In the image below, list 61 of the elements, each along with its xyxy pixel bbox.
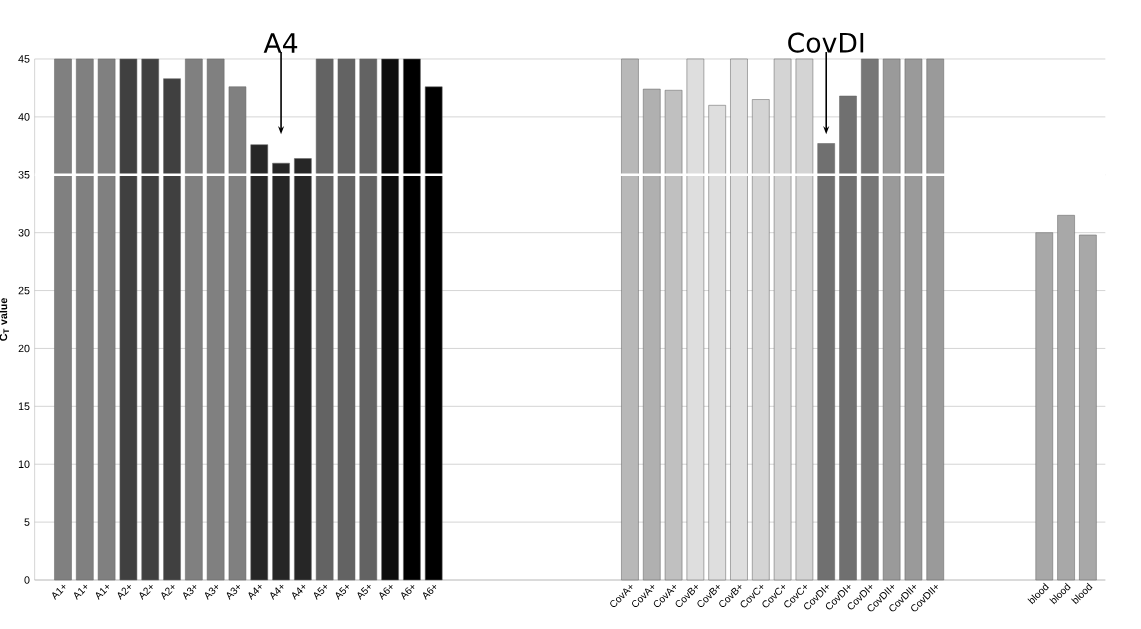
y-tick-label: 20 [18, 344, 30, 353]
bar [403, 58, 421, 581]
bar [206, 58, 225, 581]
bar [97, 58, 116, 581]
x-tick-label: A3+ [226, 584, 240, 600]
x-tick-label: A3+ [183, 584, 197, 600]
bar [315, 58, 334, 581]
x-tick-label: A4+ [270, 584, 284, 600]
x-tick-label: A2+ [161, 584, 175, 600]
x-tick-label: A6+ [379, 584, 393, 600]
y-axis-title: C$_{T}$ value [0, 298, 9, 341]
bar [359, 58, 378, 581]
x-tick-label: A3+ [204, 584, 219, 600]
bar [686, 58, 705, 581]
bar [250, 144, 269, 581]
y-tick-label: 0 [24, 576, 30, 584]
text: A4 [263, 33, 298, 53]
bar [228, 86, 247, 581]
bar [163, 78, 181, 581]
x-tick-label: A1+ [95, 584, 110, 600]
x-tick-label: A1+ [74, 584, 88, 600]
bar [926, 58, 945, 581]
bar [294, 158, 312, 581]
bar [839, 95, 857, 581]
bar [141, 58, 159, 581]
x-tick-label: A6+ [401, 584, 415, 600]
x-tick-label: A4+ [248, 584, 262, 600]
bar [882, 58, 901, 581]
bar [54, 58, 72, 581]
bar [708, 105, 726, 581]
y-tick-label: 45 [18, 55, 30, 63]
x-tick-label: A1+ [52, 584, 66, 600]
bar [795, 58, 814, 581]
bar [861, 58, 879, 581]
bar [730, 58, 748, 581]
bar [381, 58, 399, 581]
bar [337, 58, 356, 581]
bar [185, 58, 203, 581]
y-tick-label: 5 [24, 518, 30, 526]
x-tick-label: A5+ [313, 584, 328, 600]
text: CovDI [788, 32, 864, 53]
bar [904, 58, 923, 581]
bar [773, 58, 792, 581]
bar [119, 58, 138, 581]
x-tick-label: A4+ [292, 584, 306, 600]
y-tick-label: 35 [18, 171, 30, 179]
bar [817, 143, 835, 581]
x-tick-label: A5+ [335, 584, 349, 600]
y-tick-label: 10 [18, 460, 30, 468]
bar [424, 86, 443, 581]
x-tick-label: A2+ [139, 584, 153, 600]
y-tick-label: 25 [18, 286, 30, 295]
bar [752, 99, 770, 581]
bar [272, 162, 290, 581]
bar [76, 58, 94, 581]
y-tick-label: 30 [18, 228, 30, 237]
y-tick-label: 40 [18, 113, 30, 121]
x-tick-label: A5+ [357, 584, 371, 600]
x-tick-label: A2+ [117, 584, 131, 600]
x-tick-label: A6+ [422, 584, 437, 600]
y-tick-label: 15 [18, 402, 30, 411]
